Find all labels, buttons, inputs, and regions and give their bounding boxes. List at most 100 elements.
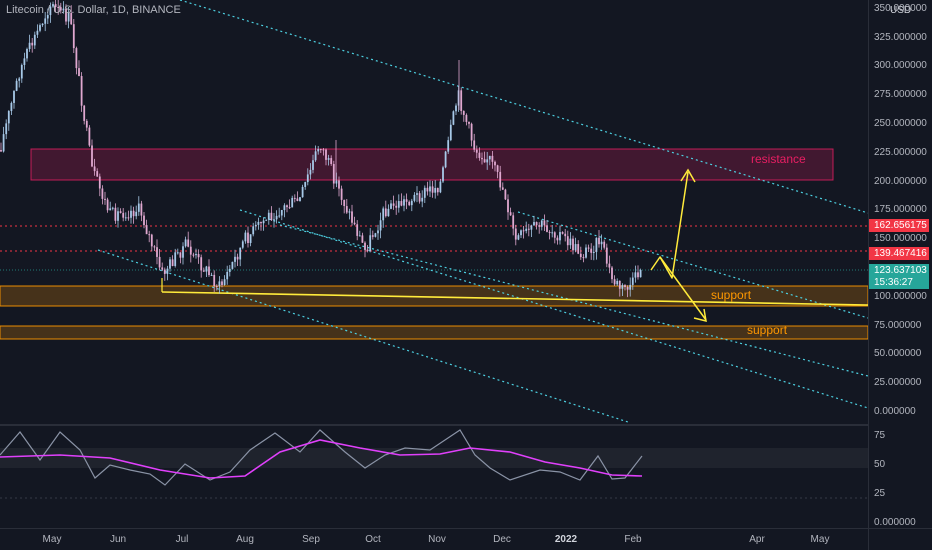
candle-body bbox=[228, 268, 231, 272]
candle-body bbox=[236, 256, 239, 260]
candle-body bbox=[106, 199, 109, 211]
candle-body bbox=[387, 208, 390, 217]
candle-body bbox=[504, 189, 507, 200]
candle-body bbox=[405, 199, 408, 202]
rsi-axis-label: 75 bbox=[874, 430, 886, 441]
price-axis-label: 275.000000 bbox=[874, 89, 927, 101]
candle-body bbox=[465, 114, 468, 122]
rsi-axis-label: 0.000000 bbox=[874, 517, 916, 528]
candle-body bbox=[41, 23, 44, 26]
candle-body bbox=[434, 188, 437, 193]
candle-body bbox=[410, 200, 413, 206]
candle-body bbox=[325, 149, 327, 160]
candle-body bbox=[429, 186, 431, 192]
candle-body bbox=[639, 269, 642, 278]
candle-body bbox=[267, 212, 270, 220]
candle-body bbox=[291, 197, 294, 208]
candle-body bbox=[572, 238, 574, 251]
price-axis-label: 100.000000 bbox=[874, 290, 927, 302]
candle-body bbox=[377, 230, 379, 234]
candle-body bbox=[507, 199, 509, 213]
candle-body bbox=[444, 151, 447, 168]
candle-body bbox=[317, 149, 320, 152]
candle-body bbox=[20, 64, 23, 79]
support-trendline bbox=[161, 291, 869, 306]
candle-body bbox=[353, 222, 356, 225]
candle-body bbox=[239, 247, 242, 260]
candle-body bbox=[449, 124, 452, 141]
support-label-upper: support bbox=[711, 288, 752, 302]
candle-body bbox=[210, 274, 213, 276]
candle-body bbox=[382, 208, 385, 221]
candle-body bbox=[54, 4, 57, 8]
price-axis-label: 300.000000 bbox=[874, 60, 927, 72]
candle-body bbox=[611, 267, 613, 280]
candle-body bbox=[551, 232, 554, 234]
candle-body bbox=[436, 188, 439, 193]
candle-body bbox=[343, 199, 346, 207]
candle-body bbox=[455, 105, 457, 112]
candle-body bbox=[28, 42, 31, 50]
candle-body bbox=[184, 239, 187, 247]
candle-body bbox=[80, 76, 83, 106]
candle-body bbox=[397, 201, 400, 208]
candle-body bbox=[452, 111, 455, 125]
channel-inner-bottom-line bbox=[279, 224, 869, 377]
candle-body bbox=[366, 249, 369, 251]
candle-body bbox=[260, 221, 262, 224]
candle-body bbox=[166, 268, 169, 275]
candle-body bbox=[286, 205, 288, 208]
arrowhead-up-icon bbox=[680, 168, 696, 183]
candle-body bbox=[533, 222, 535, 226]
candle-body bbox=[85, 120, 88, 128]
resistance-zone bbox=[30, 148, 834, 181]
time-axis-label: Sep bbox=[302, 534, 320, 545]
candle-body bbox=[361, 235, 364, 243]
candle-body bbox=[169, 259, 171, 269]
candle-body bbox=[249, 234, 252, 243]
candle-body bbox=[371, 235, 374, 237]
candle-body bbox=[65, 8, 67, 22]
rsi-axis-label: 25 bbox=[874, 488, 886, 499]
support-zone-lower bbox=[0, 325, 869, 340]
candle-body bbox=[18, 78, 21, 81]
candle-body bbox=[327, 158, 330, 160]
candle-body bbox=[158, 256, 161, 268]
chart-title: Litecoin / U.S. Dollar, 1D, BINANCE bbox=[6, 4, 181, 16]
candle-body bbox=[150, 234, 153, 247]
candle-body bbox=[527, 228, 530, 230]
candle-body bbox=[127, 217, 130, 219]
candle-body bbox=[145, 225, 148, 235]
price-candles bbox=[0, 0, 642, 298]
pane-divider[interactable] bbox=[0, 424, 868, 426]
candle-body bbox=[179, 252, 182, 258]
candle-body bbox=[262, 220, 265, 224]
time-axis-label: Dec bbox=[493, 534, 511, 545]
time-axis-label: Jun bbox=[109, 534, 127, 545]
candle-body bbox=[247, 232, 249, 243]
candle-body bbox=[114, 207, 117, 221]
candle-body bbox=[538, 225, 541, 227]
candle-body bbox=[124, 217, 127, 219]
candle-body bbox=[374, 233, 377, 237]
candle-body bbox=[403, 199, 405, 206]
candle-body bbox=[348, 211, 351, 213]
candle-body bbox=[23, 58, 26, 65]
candle-body bbox=[70, 13, 73, 25]
candle-body bbox=[221, 281, 223, 285]
candle-body bbox=[501, 187, 504, 190]
candle-body bbox=[132, 210, 135, 217]
candle-body bbox=[202, 270, 205, 272]
candle-body bbox=[312, 160, 314, 170]
candle-body bbox=[187, 239, 190, 247]
candle-body bbox=[67, 13, 70, 22]
candle-body bbox=[10, 102, 13, 112]
candle-body bbox=[104, 198, 106, 200]
candle-body bbox=[117, 211, 119, 221]
candle-body bbox=[345, 206, 348, 213]
candle-body bbox=[57, 7, 60, 9]
candle-body bbox=[470, 123, 473, 141]
currency-label[interactable]: USD bbox=[890, 5, 912, 16]
candle-body bbox=[200, 257, 203, 271]
